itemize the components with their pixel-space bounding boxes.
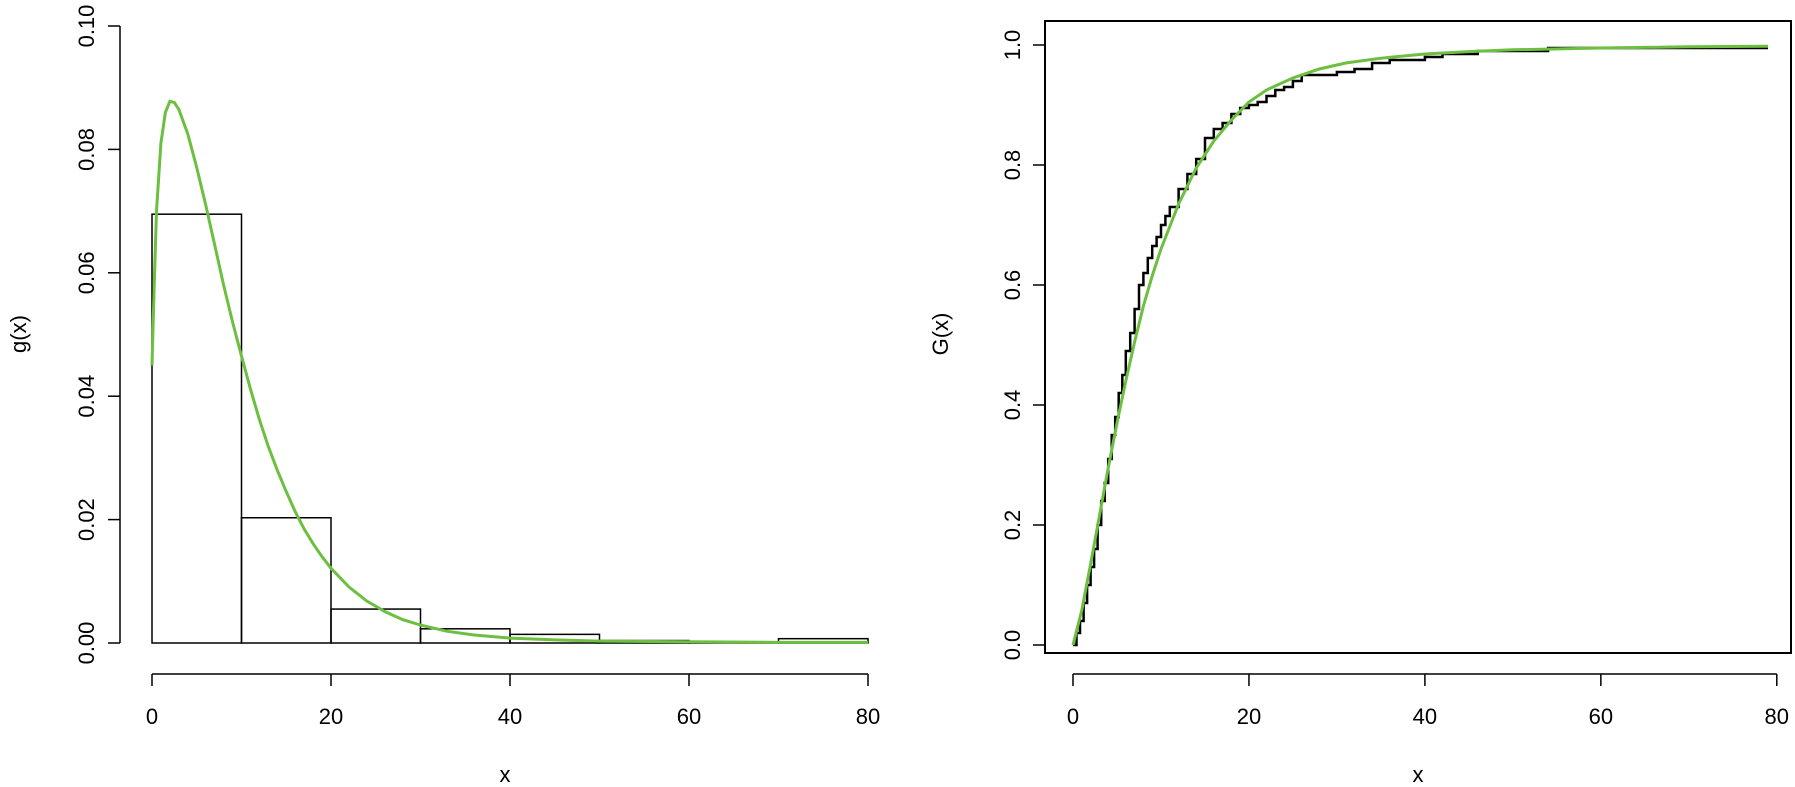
fitted-density-curve — [150, 99, 868, 644]
x-tick-label: 80 — [856, 704, 880, 729]
x-tick-label: 40 — [1413, 704, 1437, 729]
y-tick-label: 0.06 — [74, 251, 99, 294]
histogram-bar — [240, 516, 332, 644]
x-tick-label: 80 — [1765, 704, 1789, 729]
x-tick-label: 20 — [319, 704, 343, 729]
cumulative-distribution-panel: 0 20 40 60 80 0.0 0.2 0.4 0.6 0.8 1.0 x G(x) — [928, 20, 1792, 787]
y-tick-label: 0.00 — [74, 622, 99, 665]
x-tick-label: 40 — [498, 704, 522, 729]
y-tick-label: 0.6 — [1000, 270, 1025, 301]
y-tick-label: 0.4 — [1000, 390, 1025, 421]
x-tick-label: 60 — [1589, 704, 1613, 729]
x-tick-label: 0 — [1067, 704, 1079, 729]
plot-frame — [1044, 20, 1792, 654]
y-axis-title: G(x) — [928, 313, 953, 356]
y-axis-title: g(x) — [6, 315, 31, 353]
y-tick-label: 0.02 — [74, 498, 99, 541]
y-tick-label: 0.04 — [74, 375, 99, 418]
x-axis-title: x — [500, 762, 511, 787]
y-tick-label: 0.0 — [1000, 630, 1025, 661]
y-tick-label: 0.10 — [74, 5, 99, 48]
histogram-bar — [151, 213, 243, 644]
empirical-cdf-step — [1073, 46, 1768, 647]
y-tick-label: 0.08 — [74, 128, 99, 171]
y-tick-label: 0.8 — [1000, 150, 1025, 181]
x-axis-title: x — [1413, 762, 1424, 787]
y-tick-label: 1.0 — [1000, 30, 1025, 61]
x-tick-label: 60 — [677, 704, 701, 729]
histogram-bar — [330, 608, 422, 644]
density-histogram-panel: 0 20 40 60 80 0.00 0.02 0.04 0.06 0.08 0.10 x g(x) — [6, 5, 880, 787]
fitted-cdf-curve — [1071, 44, 1769, 646]
y-tick-label: 0.2 — [1000, 510, 1025, 541]
x-tick-label: 20 — [1237, 704, 1261, 729]
x-tick-label: 0 — [146, 704, 158, 729]
